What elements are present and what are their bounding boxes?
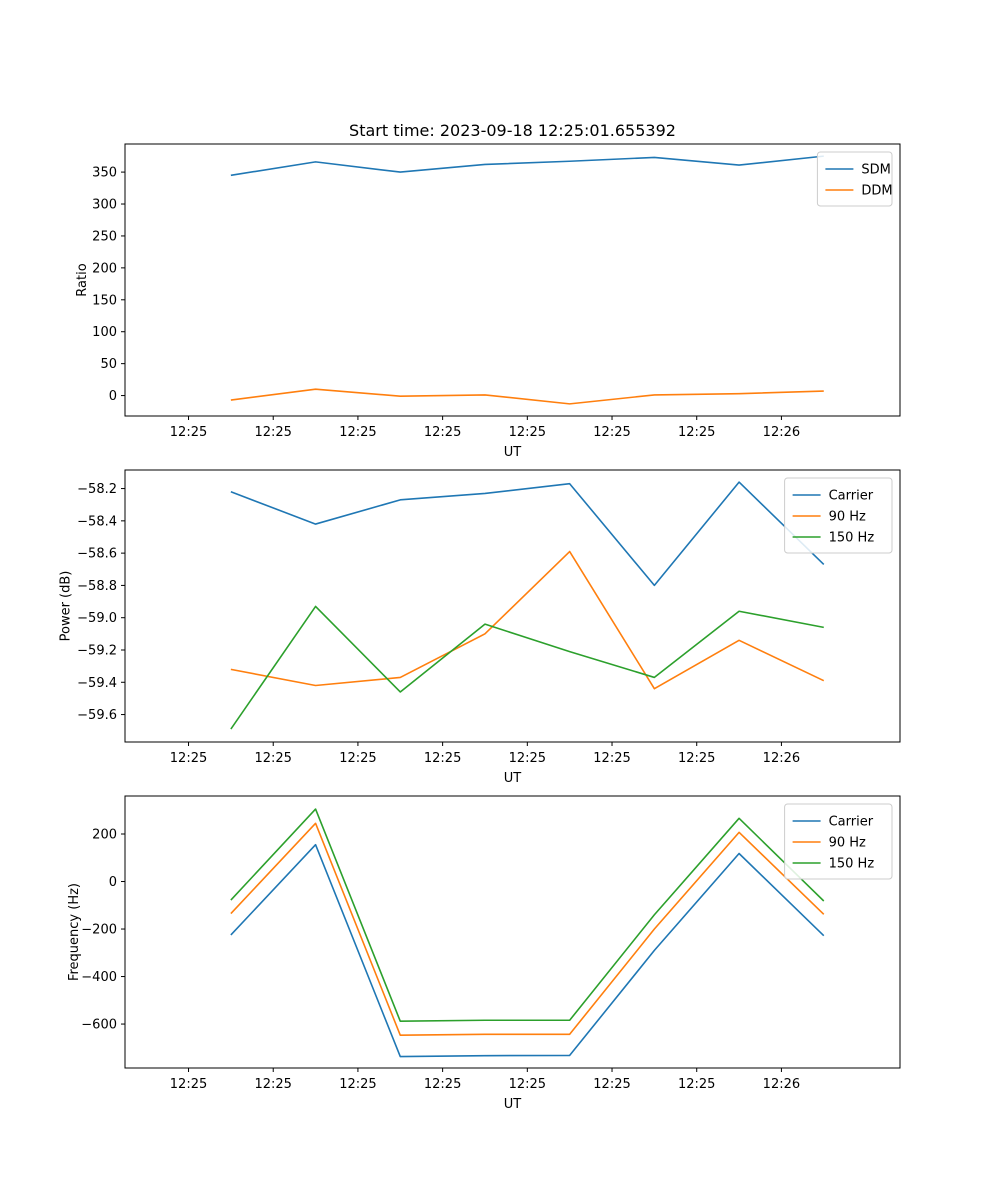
chart-panel-1: Start time: 2023-09-18 12:25:01.655392 12… xyxy=(75,121,901,460)
x-axis-label: UT xyxy=(504,445,522,460)
x-tick-label: 12:25 xyxy=(254,751,291,766)
x-tick-label: 12:25 xyxy=(424,751,461,766)
series-line-ddm xyxy=(230,388,824,405)
x-tick-label: 12:25 xyxy=(593,425,630,440)
x-tick-label: 12:25 xyxy=(424,425,461,440)
legend-label: 150 Hz xyxy=(829,857,875,872)
x-tick-label: 12:25 xyxy=(170,425,207,440)
y-tick-label: −58.2 xyxy=(77,482,117,497)
chart-panel-3: 12:25 12:25 12:25 12:25 12:25 12:25 12:25 12:26… xyxy=(67,795,901,1112)
legend-box xyxy=(816,151,893,207)
x-axis-label: UT xyxy=(504,771,522,786)
series-lines xyxy=(230,808,825,1058)
x-axis: 12:25 12:25 12:25 12:25 12:25 12:25 12:25 12:26 xyxy=(170,416,800,440)
y-tick-label: 200 xyxy=(92,828,117,843)
x-tick-label: 12:25 xyxy=(170,1077,207,1092)
legend-box xyxy=(784,803,893,880)
x-tick-label: 12:26 xyxy=(763,1077,800,1092)
series-line-carrier xyxy=(230,481,825,587)
x-tick-label: 12:25 xyxy=(509,751,546,766)
y-tick-label: 100 xyxy=(92,325,117,340)
chart-title: Start time: 2023-09-18 12:25:01.655392 xyxy=(349,121,676,140)
x-tick-label: 12:25 xyxy=(593,751,630,766)
series-line-150-hz xyxy=(230,808,825,1023)
y-axis-label: Ratio xyxy=(75,263,90,296)
y-tick-label: −59.0 xyxy=(77,611,117,626)
legend-label: Carrier xyxy=(829,489,874,504)
x-tick-label: 12:25 xyxy=(254,425,291,440)
legend-box xyxy=(784,477,893,554)
x-tick-label: 12:25 xyxy=(509,425,546,440)
y-tick-label: −59.2 xyxy=(77,643,117,658)
y-tick-label: −59.4 xyxy=(77,676,117,691)
series-line-150-hz xyxy=(230,605,824,730)
legend-label: 90 Hz xyxy=(829,836,866,851)
x-tick-label: 12:25 xyxy=(593,1077,630,1092)
y-tick-label: 0 xyxy=(109,389,117,404)
axes-frame xyxy=(124,469,901,743)
x-tick-label: 12:25 xyxy=(509,1077,546,1092)
legend-label: Carrier xyxy=(829,815,874,830)
legend: Carrier 90 Hz 150 Hz xyxy=(784,477,893,554)
chart-panel-2: 12:25 12:25 12:25 12:25 12:25 12:25 12:25 12:26… xyxy=(59,469,901,786)
y-axis-label: Frequency (Hz) xyxy=(67,883,82,981)
y-axis-label: Power (dB) xyxy=(59,571,74,642)
x-axis: 12:25 12:25 12:25 12:25 12:25 12:25 12:25 12:26 xyxy=(170,1068,800,1092)
legend-label: 90 Hz xyxy=(829,510,866,525)
x-tick-label: 12:25 xyxy=(339,751,376,766)
series-line-90-hz xyxy=(230,550,825,690)
legend: SDM DDM xyxy=(816,151,893,207)
x-tick-label: 12:25 xyxy=(339,1077,376,1092)
y-tick-label: −58.6 xyxy=(77,547,117,562)
axes-frame xyxy=(124,795,901,1069)
legend-label: DDM xyxy=(861,184,892,199)
y-tick-label: 250 xyxy=(92,229,117,244)
y-tick-label: 0 xyxy=(109,875,117,890)
y-tick-label: −200 xyxy=(81,923,117,938)
y-tick-label: 150 xyxy=(92,293,117,308)
y-axis: −600 −400 −200 0 200 xyxy=(81,828,125,1033)
x-tick-label: 12:26 xyxy=(763,751,800,766)
series-line-carrier xyxy=(230,843,825,1058)
axes-frame xyxy=(124,143,901,417)
x-tick-label: 12:25 xyxy=(170,751,207,766)
x-tick-label: 12:25 xyxy=(424,1077,461,1092)
y-tick-label: −58.4 xyxy=(77,514,117,529)
y-tick-label: 50 xyxy=(100,357,117,372)
y-axis: −59.6 −59.4 −59.2 −59.0 −58.8 −58.6 −58.4 −58.2 xyxy=(77,482,125,723)
y-tick-label: 200 xyxy=(92,261,117,276)
x-axis-label: UT xyxy=(504,1097,522,1112)
series-lines xyxy=(230,481,825,730)
legend-label: SDM xyxy=(861,163,890,178)
x-axis: 12:25 12:25 12:25 12:25 12:25 12:25 12:25 12:26 xyxy=(170,742,800,766)
x-tick-label: 12:25 xyxy=(678,1077,715,1092)
series-line-sdm xyxy=(230,155,824,177)
x-tick-label: 12:25 xyxy=(339,425,376,440)
x-tick-label: 12:26 xyxy=(763,425,800,440)
series-lines xyxy=(230,155,824,405)
y-axis: 0 50 100 150 200 250 300 350 xyxy=(92,166,125,404)
y-tick-label: −600 xyxy=(81,1018,117,1033)
legend: Carrier 90 Hz 150 Hz xyxy=(784,803,893,880)
y-tick-label: −400 xyxy=(81,970,117,985)
y-tick-label: −59.6 xyxy=(77,708,117,723)
x-tick-label: 12:25 xyxy=(678,425,715,440)
series-line-90-hz xyxy=(230,822,825,1037)
legend-label: 150 Hz xyxy=(829,531,875,546)
x-tick-label: 12:25 xyxy=(254,1077,291,1092)
y-tick-label: 350 xyxy=(92,166,117,181)
y-tick-label: 300 xyxy=(92,198,117,213)
y-tick-label: −58.8 xyxy=(77,579,117,594)
x-tick-label: 12:25 xyxy=(678,751,715,766)
